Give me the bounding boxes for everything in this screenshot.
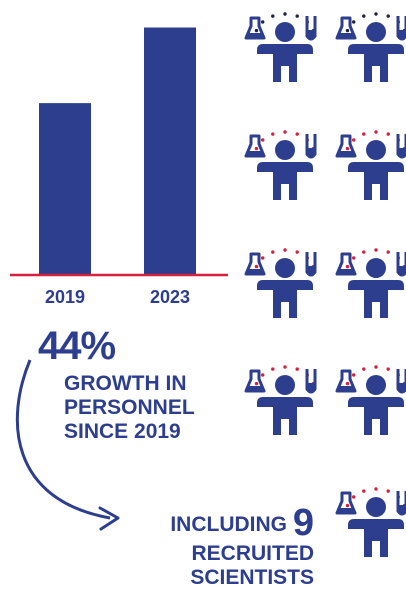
scientist-with-flasks-icon bbox=[244, 248, 317, 318]
x-tick-label-2023: 2023 bbox=[150, 287, 190, 307]
growth-description: GROWTH IN PERSONNEL SINCE 2019 bbox=[64, 372, 195, 444]
x-tick-label-2019: 2019 bbox=[45, 287, 85, 307]
scientist-with-flasks-icon bbox=[335, 130, 406, 200]
bar-2023 bbox=[144, 27, 196, 275]
scientist-with-flasks-icon bbox=[335, 365, 406, 435]
bar-2019 bbox=[39, 103, 91, 275]
recruited-scientists-note: INCLUDING 9 RECRUITED SCIENTISTS bbox=[170, 504, 314, 590]
scientist-with-flasks-icon bbox=[335, 12, 406, 82]
growth-line-2: PERSONNEL bbox=[64, 396, 195, 419]
scientist-with-flasks-icon bbox=[244, 130, 317, 200]
growth-percentage: 44% bbox=[38, 324, 116, 368]
scientist-with-flasks-icon bbox=[335, 487, 406, 557]
scientist-with-flasks-icon bbox=[335, 248, 406, 318]
recruit-line-1: RECRUITED bbox=[191, 542, 314, 565]
scientist-with-flasks-icon bbox=[244, 12, 317, 82]
recruit-prefix: INCLUDING bbox=[170, 513, 288, 536]
scientist-with-flasks-icon bbox=[244, 365, 317, 435]
growth-line-1: GROWTH IN bbox=[64, 372, 187, 395]
recruit-first-line: INCLUDING 9 bbox=[170, 504, 314, 542]
recruit-line-2: SCIENTISTS bbox=[190, 566, 314, 589]
recruit-number: 9 bbox=[292, 502, 314, 544]
growth-line-3: SINCE 2019 bbox=[64, 420, 181, 443]
